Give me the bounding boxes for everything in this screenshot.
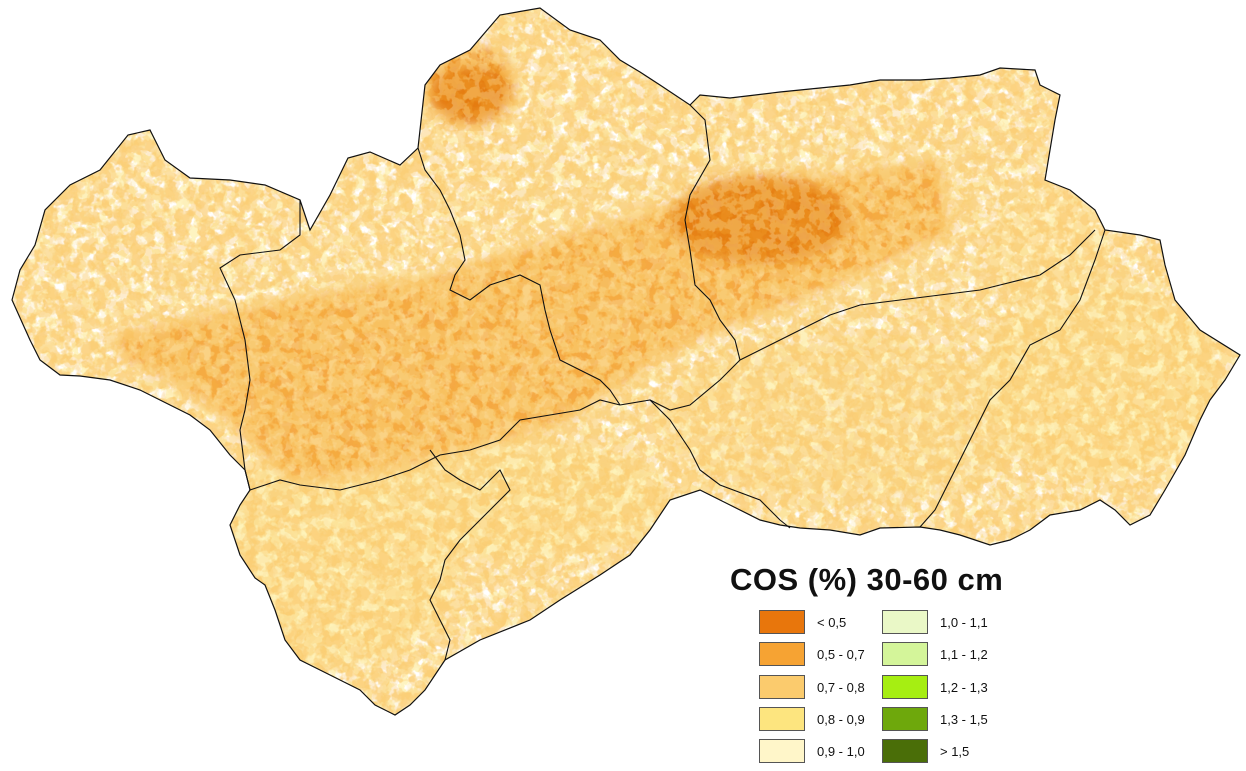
boundary-huelva-sevilla (219, 200, 301, 491)
boundary-cordoba-jaen (684, 104, 741, 361)
legend-item: < 0,5 (759, 609, 846, 635)
boundary-cadiz-malaga (429, 449, 511, 661)
legend-label: 1,1 - 1,2 (940, 646, 988, 662)
legend-item: 1,3 - 1,5 (882, 706, 988, 732)
legend-swatch (882, 707, 928, 731)
legend-item: > 1,5 (882, 738, 969, 764)
legend-swatch (759, 642, 805, 666)
legend-label: > 1,5 (940, 743, 970, 759)
boundary-sevilla-cordoba (417, 147, 621, 406)
legend-label: 1,0 - 1,1 (940, 614, 988, 630)
boundary-jaen-granada (739, 229, 1096, 361)
boundary-granada-cordoba (619, 359, 741, 411)
legend-item: 1,0 - 1,1 (882, 609, 988, 635)
legend-swatch (759, 675, 805, 699)
legend-swatch (759, 707, 805, 731)
legend-title: COS (%) 30-60 cm (730, 562, 1004, 597)
legend-swatch (882, 610, 928, 634)
legend-item: 1,1 - 1,2 (882, 641, 988, 667)
legend-item: 0,9 - 1,0 (759, 738, 865, 764)
legend-item: 0,8 - 0,9 (759, 706, 865, 732)
legend-label: 0,7 - 0,8 (817, 679, 865, 695)
legend-item: 0,5 - 0,7 (759, 641, 865, 667)
legend-swatch (882, 739, 928, 763)
legend-swatch (759, 739, 805, 763)
legend-item: 1,2 - 1,3 (882, 674, 988, 700)
legend-swatch (882, 642, 928, 666)
legend-label: 0,9 - 1,0 (817, 743, 865, 759)
legend-label: 0,5 - 0,7 (817, 646, 865, 662)
boundary-sevilla-malaga (249, 399, 621, 491)
province-boundaries (219, 104, 1106, 661)
legend-label: < 0,5 (817, 614, 847, 630)
legend-label: 1,3 - 1,5 (940, 711, 988, 727)
boundary-granada-almeria (919, 229, 1106, 528)
boundary-malaga-granada (649, 399, 791, 529)
legend-swatch (882, 675, 928, 699)
legend-label: 1,2 - 1,3 (940, 679, 988, 695)
legend-item: 0,7 - 0,8 (759, 674, 865, 700)
legend-label: 0,8 - 0,9 (817, 711, 865, 727)
legend-swatch (759, 610, 805, 634)
